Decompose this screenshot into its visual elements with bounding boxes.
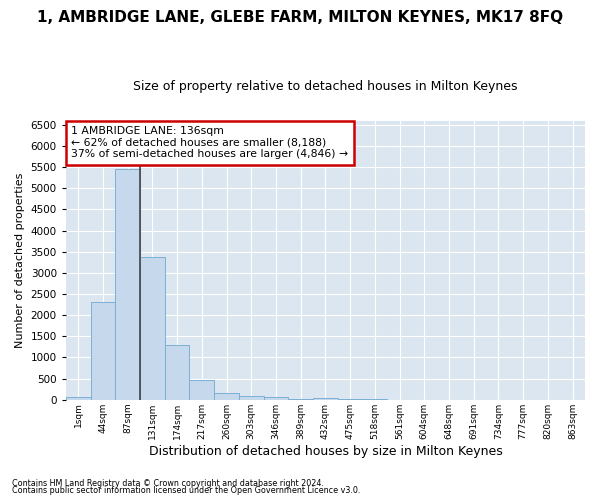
Bar bbox=[289, 398, 313, 400]
Title: Size of property relative to detached houses in Milton Keynes: Size of property relative to detached ho… bbox=[133, 80, 518, 93]
Bar bbox=[66, 398, 91, 400]
Text: 1 AMBRIDGE LANE: 136sqm
← 62% of detached houses are smaller (8,188)
37% of semi: 1 AMBRIDGE LANE: 136sqm ← 62% of detache… bbox=[71, 126, 348, 160]
Bar bbox=[214, 393, 239, 400]
Text: Contains HM Land Registry data © Crown copyright and database right 2024.: Contains HM Land Registry data © Crown c… bbox=[12, 478, 324, 488]
X-axis label: Distribution of detached houses by size in Milton Keynes: Distribution of detached houses by size … bbox=[149, 444, 502, 458]
Bar bbox=[263, 398, 289, 400]
Bar bbox=[165, 345, 190, 400]
Bar bbox=[91, 302, 115, 400]
Text: 1, AMBRIDGE LANE, GLEBE FARM, MILTON KEYNES, MK17 8FQ: 1, AMBRIDGE LANE, GLEBE FARM, MILTON KEY… bbox=[37, 10, 563, 25]
Text: Contains public sector information licensed under the Open Government Licence v3: Contains public sector information licen… bbox=[12, 486, 361, 495]
Y-axis label: Number of detached properties: Number of detached properties bbox=[15, 172, 25, 348]
Bar bbox=[338, 398, 362, 400]
Bar bbox=[115, 169, 140, 400]
Bar bbox=[313, 398, 338, 400]
Bar bbox=[140, 257, 165, 400]
Bar bbox=[190, 380, 214, 400]
Bar bbox=[239, 396, 263, 400]
